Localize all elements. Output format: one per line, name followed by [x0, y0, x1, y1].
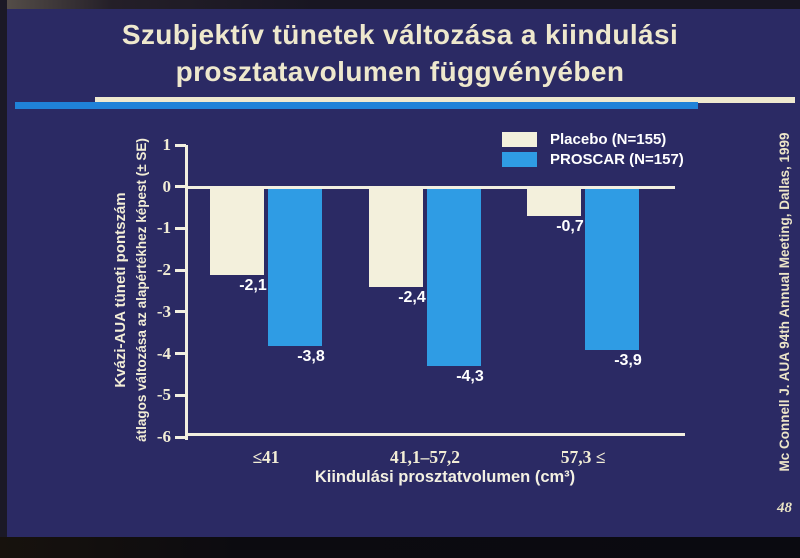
y-axis-tick [175, 393, 186, 397]
y-axis-tick-label: -3 [156, 301, 171, 321]
x-axis-category-label: 57,3 ≤ [560, 447, 606, 467]
bar-value-label: -3,9 [614, 351, 642, 369]
y-axis-tick-label: -6 [156, 427, 171, 446]
placebo-bar [369, 187, 423, 288]
y-axis-tick [175, 310, 186, 314]
proscar-bar [268, 187, 322, 346]
y-axis-tick [175, 352, 186, 356]
bar-value-label: -4,3 [456, 368, 484, 386]
y-axis-tick-label: 1 [162, 135, 172, 154]
citation-text: Mc Connell J. AUA 94th Annual Meeting, D… [777, 132, 792, 472]
y-axis-tick [175, 268, 186, 272]
x-axis-category-label: ≤41 [252, 447, 280, 467]
x-axis-line [185, 433, 685, 436]
legend-item-proscar: PROSCAR (N=157) [502, 149, 684, 169]
slide-number: 48 [777, 500, 792, 516]
legend-label-placebo: Placebo (N=155) [550, 130, 667, 148]
y-axis-tick [175, 143, 186, 147]
slide-title: Szubjektív tünetek változása a kiindulás… [40, 16, 760, 90]
slide-title-line2: prosztatavolumen függvényében [175, 56, 625, 87]
y-axis-tick [175, 226, 186, 230]
proscar-bar [585, 187, 639, 350]
x-axis-title: Kiindulási prosztatvolumen (cm³) [314, 468, 576, 486]
zero-baseline [186, 186, 675, 189]
title-underline-blue [15, 102, 698, 109]
bar-value-label: -3,8 [297, 347, 325, 365]
x-axis-category-label: 41,1–57,2 [390, 447, 460, 467]
placebo-color-swatch [502, 131, 537, 147]
y-axis-tick-label: -1 [156, 218, 171, 238]
film-edge-left [0, 0, 7, 558]
slide-title-line1: Szubjektív tünetek változása a kiindulás… [121, 19, 679, 50]
y-axis-line [185, 145, 188, 440]
legend-item-placebo: Placebo (N=155) [502, 129, 684, 149]
y-axis-tick-label: -4 [156, 343, 171, 363]
bar-value-label: -0,7 [556, 218, 584, 236]
bar-value-label: -2,4 [398, 289, 426, 307]
y-axis-tick [175, 185, 186, 189]
placebo-bar [210, 187, 264, 275]
film-edge-top [0, 0, 800, 9]
proscar-bar [427, 187, 481, 367]
y-axis-tick-label: 0 [162, 176, 172, 196]
y-axis-tick-label: -5 [156, 385, 171, 405]
title-underline-cream [95, 97, 795, 103]
y-axis-tick-label: -2 [156, 260, 171, 280]
chart-legend: Placebo (N=155) PROSCAR (N=157) [502, 129, 684, 169]
film-edge-bottom [0, 537, 800, 558]
y-axis-tick [175, 435, 186, 439]
placebo-bar [527, 187, 581, 217]
proscar-color-swatch [502, 151, 537, 167]
legend-label-proscar: PROSCAR (N=157) [550, 150, 684, 168]
bar-value-label: -2,1 [239, 276, 267, 294]
